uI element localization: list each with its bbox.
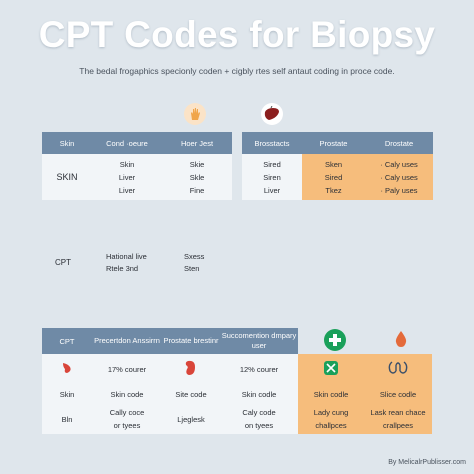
mid-cell: Hational live	[106, 252, 147, 261]
table-cell: Site code	[162, 384, 220, 404]
table-cell: Ljeglesk	[162, 404, 220, 434]
table-header: Brosstacts	[242, 132, 302, 154]
table-cell: 12% courer	[220, 354, 298, 384]
table-header: Succomention dmpary user	[220, 328, 298, 354]
table-header: Prostate brestinr	[162, 328, 220, 354]
table-cell: Bln	[42, 404, 92, 434]
table-cell: Lady cung	[313, 408, 349, 417]
row-label: SKIN	[42, 154, 92, 200]
stomach-icon	[42, 354, 92, 384]
table-header: Drostate	[365, 132, 433, 154]
mid-label: CPT	[55, 258, 71, 267]
table-cell: Tkez	[325, 185, 342, 195]
table-header: Hoer Jest	[162, 132, 232, 154]
kidney-icon	[364, 354, 432, 384]
table-cell: challpces	[315, 421, 347, 430]
table-cell: Skin	[119, 159, 135, 169]
table-cell: or tyees	[113, 421, 141, 430]
mid-text: Sxess Sten	[184, 251, 204, 275]
mid-cell: Sten	[184, 264, 200, 273]
table-cell: Fine	[189, 185, 205, 195]
table-cell: Skin code	[92, 384, 162, 404]
table-cell: Siren	[263, 172, 281, 182]
table-cell: Liver	[263, 185, 281, 195]
table-cell: · Paly uses	[380, 185, 418, 195]
table-cell: · Caly uses	[380, 172, 418, 182]
drop-icon	[390, 328, 412, 350]
mid-text: Hational live Rtele 3nd	[106, 251, 147, 275]
liver-icon	[261, 103, 283, 125]
table-header: Precertdon Anssirrn	[92, 328, 162, 354]
table-cell: crallpees	[382, 421, 413, 430]
table-cell: Skle	[189, 172, 205, 182]
skin-table: Skin Cond ·oeure Hoer Jest SKIN Skin Liv…	[42, 132, 232, 200]
table-header: Cond ·oeure	[92, 132, 162, 154]
page-subtitle: The bedal frogaphics specionly coden + c…	[79, 66, 395, 76]
table-cell: Sired	[324, 172, 343, 182]
cpt-table: CPT Precertdon Anssirrn Prostate brestin…	[42, 328, 432, 434]
table-cell: Skie	[189, 159, 205, 169]
mid-cell: Rtele 3nd	[106, 264, 139, 273]
table-cell: Sired	[263, 159, 281, 169]
table-cell: Skin	[42, 384, 92, 404]
table-cell: · Caly uses	[380, 159, 418, 169]
table-cell: Sken	[324, 159, 343, 169]
hand-icon	[184, 103, 206, 125]
no-sign-icon	[298, 354, 364, 384]
table-header: Prostate	[302, 132, 365, 154]
table-cell: Skin codle	[298, 384, 364, 404]
table-header: Skin	[42, 132, 92, 154]
kidney-icon	[162, 354, 220, 384]
first-aid-icon	[324, 329, 346, 351]
table-cell: on tyees	[244, 421, 274, 430]
mid-cell: Sxess	[184, 252, 205, 261]
table-cell: Slice codle	[364, 384, 432, 404]
prostate-table: Brosstacts Prostate Drostate Sired Siren…	[242, 132, 433, 200]
table-cell: Skin codle	[220, 384, 298, 404]
table-cell: Caly code	[242, 408, 276, 417]
table-cell: Lask rean chace	[370, 408, 426, 417]
page-title: CPT Codes for Biopsy	[38, 14, 436, 55]
table-cell: Cally coce	[109, 408, 145, 417]
table-cell: Liver	[118, 172, 136, 182]
footer-credit: By MelicalrPublisser.com	[388, 459, 466, 466]
table-header: CPT	[42, 328, 92, 354]
table-cell: Liver	[118, 185, 136, 195]
table-cell: 17% courer	[92, 354, 162, 384]
